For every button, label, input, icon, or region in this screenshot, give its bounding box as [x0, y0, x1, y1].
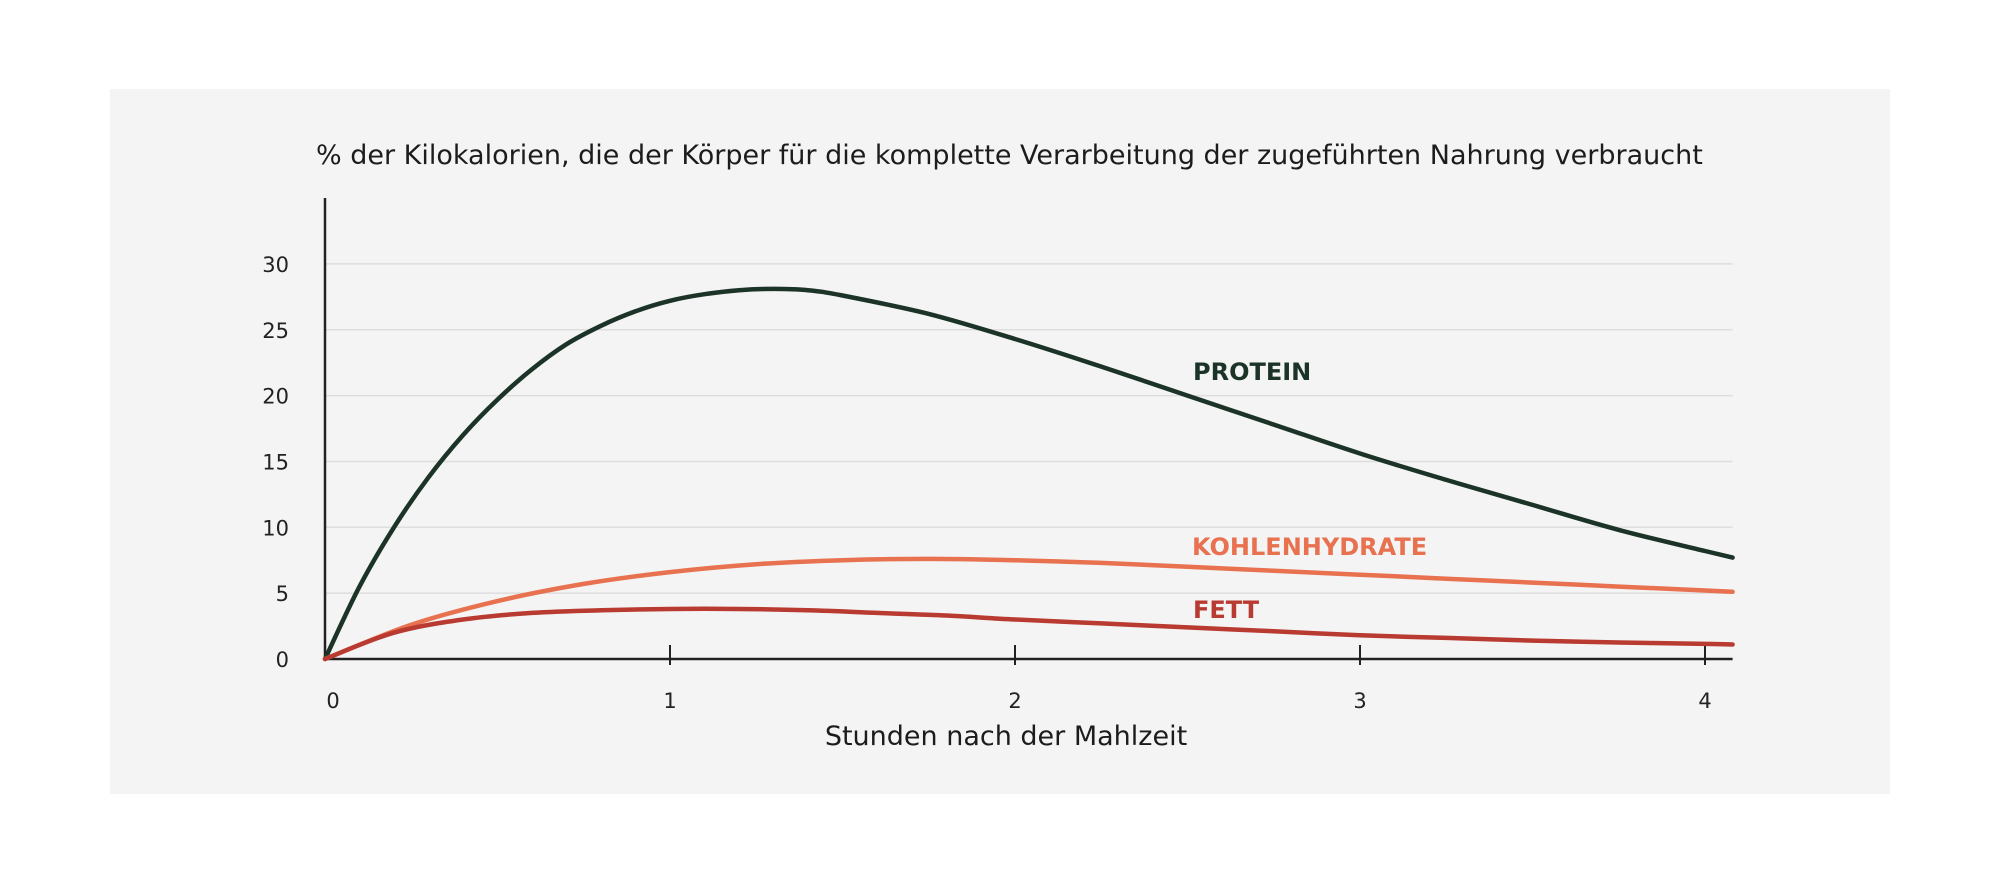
x-tick-label-0: 0	[326, 689, 339, 713]
chart-panel	[110, 89, 1890, 794]
x-tick-label-3: 3	[1353, 689, 1366, 713]
y-tick-label-10: 10	[262, 516, 289, 540]
y-tick-label-5: 5	[276, 582, 289, 606]
chart-title: % der Kilokalorien, die der Körper für d…	[316, 140, 1703, 171]
x-axis-label: Stunden nach der Mahlzeit	[825, 721, 1187, 752]
x-tick-label-1: 1	[663, 689, 676, 713]
y-tick-label-30: 30	[262, 253, 289, 277]
series-line-protein	[322, 286, 1735, 662]
y-tick-label-25: 25	[262, 319, 289, 343]
series-lines	[322, 286, 1735, 662]
x-tick-label-4: 4	[1698, 689, 1711, 713]
axes	[323, 198, 1733, 665]
tick-labels: 0 5 10 15 20 25 30 0 1 2 3 4	[262, 253, 1711, 713]
series-label-fett: FETT	[1193, 596, 1260, 624]
grid-lines	[325, 263, 1733, 594]
series-label-kohlenhydrate: KOHLENHYDRATE	[1192, 533, 1427, 561]
y-tick-label-20: 20	[262, 385, 289, 409]
y-tick-label-0: 0	[276, 648, 289, 672]
series-line-fett	[322, 606, 1735, 662]
x-tick-label-2: 2	[1008, 689, 1021, 713]
series-label-protein: PROTEIN	[1193, 358, 1311, 386]
y-tick-label-15: 15	[262, 450, 289, 474]
series-line-kohlenhydrate	[322, 556, 1735, 662]
series-labels: PROTEIN KOHLENHYDRATE FETT	[1192, 358, 1427, 624]
